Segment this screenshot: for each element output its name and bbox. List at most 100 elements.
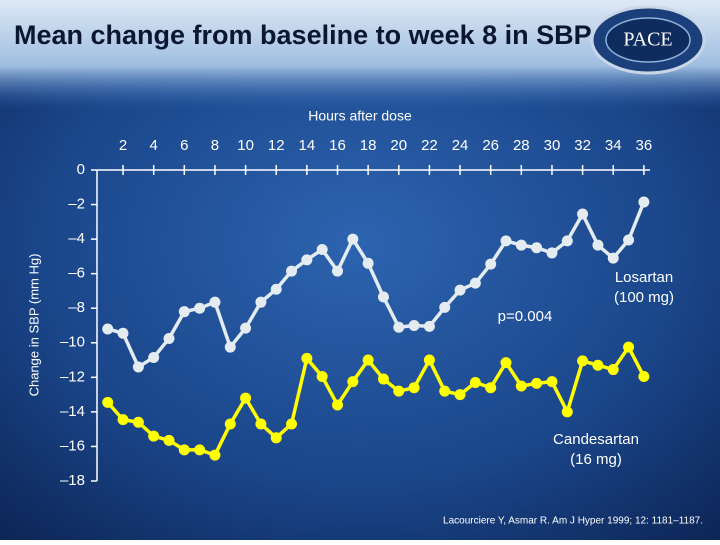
data-point — [270, 283, 282, 295]
data-point — [393, 385, 405, 397]
data-point — [347, 376, 359, 388]
data-point — [194, 444, 206, 456]
data-point — [546, 376, 558, 388]
x-tick-label: 12 — [268, 137, 285, 154]
data-point — [178, 306, 190, 318]
data-point — [362, 354, 374, 366]
data-point — [485, 258, 497, 270]
data-point — [623, 234, 635, 246]
series — [102, 196, 650, 373]
y-tick-label: –16 — [60, 437, 85, 454]
series — [102, 341, 650, 461]
x-tick-label: 2 — [119, 137, 127, 154]
y-tick-label: –6 — [68, 265, 85, 282]
data-point — [485, 382, 497, 394]
data-point — [515, 380, 527, 392]
data-point — [592, 239, 604, 251]
data-point — [209, 296, 221, 308]
data-point — [439, 301, 451, 313]
y-tick-label: –18 — [60, 472, 85, 489]
x-tick-label: 10 — [237, 137, 254, 154]
data-point — [423, 320, 435, 332]
data-point — [270, 432, 282, 444]
x-tick-label: 26 — [482, 137, 499, 154]
data-point — [531, 377, 543, 389]
data-point — [408, 320, 420, 331]
x-tick-label: 8 — [211, 137, 219, 154]
data-point — [316, 370, 328, 382]
data-point — [102, 396, 114, 408]
data-point — [332, 399, 344, 411]
data-point — [531, 242, 543, 254]
x-tick-label: 24 — [452, 137, 469, 154]
logo: PACE — [590, 5, 706, 75]
y-tick-label: –2 — [68, 196, 85, 213]
data-point — [209, 449, 221, 461]
series-label: Candesartan (16 mg) — [553, 431, 639, 468]
y-tick-label: 0 — [77, 161, 85, 178]
data-point — [577, 355, 589, 367]
data-point — [393, 321, 405, 333]
logo-inner — [605, 17, 691, 63]
data-point — [546, 247, 558, 259]
data-point — [638, 370, 650, 382]
data-point — [240, 322, 252, 334]
x-tick-label: 16 — [329, 137, 346, 154]
data-point — [377, 373, 389, 385]
y-axis-label: Change in SBP (mm Hg) — [26, 254, 41, 397]
y-tick-label: –10 — [60, 334, 85, 351]
x-axis-label: Hours after dose — [308, 108, 412, 124]
data-point — [592, 359, 604, 371]
data-point — [286, 418, 298, 430]
data-point — [439, 385, 451, 397]
data-point — [194, 302, 206, 314]
x-tick-label: 22 — [421, 137, 438, 154]
data-point — [377, 291, 389, 303]
annotation: p=0.004 — [498, 308, 553, 325]
x-tick-label: 32 — [574, 137, 591, 154]
data-point — [148, 430, 160, 442]
data-point — [500, 235, 512, 247]
data-point — [577, 208, 589, 220]
y-tick-label: –8 — [68, 299, 85, 316]
data-point — [224, 418, 236, 430]
data-point — [515, 239, 527, 251]
data-point — [561, 235, 573, 247]
y-tick-label: –4 — [68, 230, 85, 247]
series-label: Losartan (100 mg) — [614, 269, 674, 306]
data-point — [286, 265, 298, 277]
data-point — [148, 351, 160, 363]
chart-title: Mean change from baseline to week 8 in S… — [14, 20, 592, 50]
data-point — [132, 361, 144, 373]
data-point — [561, 406, 573, 418]
data-point — [500, 357, 512, 369]
data-point — [347, 233, 359, 245]
data-point — [454, 389, 466, 401]
x-tick-label: 30 — [544, 137, 561, 154]
data-point — [607, 252, 619, 264]
data-point — [469, 277, 481, 289]
y-tick-label: –12 — [60, 368, 85, 385]
x-tick-label: 34 — [605, 137, 622, 154]
logo-text: PACE — [623, 29, 672, 51]
data-point — [240, 392, 252, 404]
x-tick-label: 20 — [390, 137, 407, 154]
data-point — [301, 352, 313, 364]
data-point — [607, 364, 619, 376]
data-point — [362, 257, 374, 269]
data-point — [255, 296, 267, 308]
x-tick-label: 14 — [299, 137, 316, 154]
data-point — [163, 332, 175, 344]
data-point — [178, 444, 190, 456]
y-tick-label: –14 — [60, 403, 85, 420]
x-tick-label: 36 — [636, 137, 653, 154]
data-point — [316, 243, 328, 255]
data-point — [638, 196, 650, 208]
x-tick-label: 18 — [360, 137, 377, 154]
x-tick-label: 4 — [150, 137, 158, 154]
data-point — [163, 434, 175, 446]
data-point — [454, 284, 466, 296]
data-point — [408, 382, 420, 394]
data-point — [117, 414, 129, 426]
